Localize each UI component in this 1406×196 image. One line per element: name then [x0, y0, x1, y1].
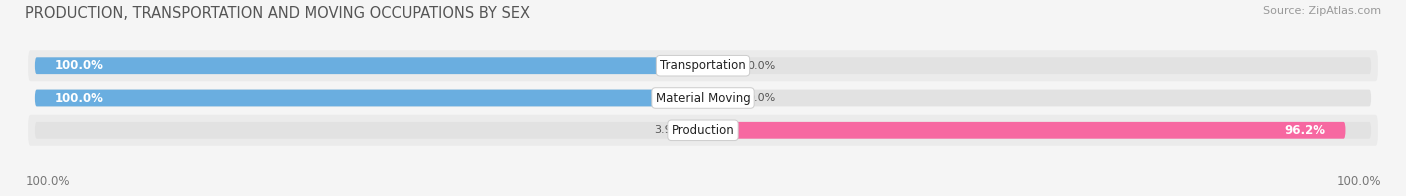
Text: 100.0%: 100.0%: [55, 59, 104, 72]
FancyBboxPatch shape: [35, 90, 703, 106]
Text: 100.0%: 100.0%: [1336, 175, 1381, 188]
FancyBboxPatch shape: [35, 90, 1371, 106]
FancyBboxPatch shape: [35, 57, 703, 74]
Legend: Male, Female: Male, Female: [636, 193, 770, 196]
Text: 3.9%: 3.9%: [703, 124, 737, 137]
Text: 3.9%: 3.9%: [654, 125, 683, 135]
Text: 100.0%: 100.0%: [25, 175, 70, 188]
Text: Source: ZipAtlas.com: Source: ZipAtlas.com: [1263, 6, 1381, 16]
FancyBboxPatch shape: [683, 122, 703, 139]
FancyBboxPatch shape: [28, 83, 1378, 113]
Text: PRODUCTION, TRANSPORTATION AND MOVING OCCUPATIONS BY SEX: PRODUCTION, TRANSPORTATION AND MOVING OC…: [25, 6, 530, 21]
Text: Material Moving: Material Moving: [655, 92, 751, 104]
FancyBboxPatch shape: [35, 57, 1371, 74]
FancyBboxPatch shape: [703, 57, 734, 74]
Text: 100.0%: 100.0%: [55, 92, 104, 104]
FancyBboxPatch shape: [703, 122, 1346, 139]
FancyBboxPatch shape: [703, 90, 734, 106]
FancyBboxPatch shape: [28, 115, 1378, 146]
Text: Production: Production: [672, 124, 734, 137]
Text: Transportation: Transportation: [661, 59, 745, 72]
Text: 96.2%: 96.2%: [1284, 124, 1326, 137]
Text: 0.0%: 0.0%: [747, 93, 775, 103]
FancyBboxPatch shape: [28, 50, 1378, 81]
Text: 0.0%: 0.0%: [747, 61, 775, 71]
FancyBboxPatch shape: [35, 122, 1371, 139]
